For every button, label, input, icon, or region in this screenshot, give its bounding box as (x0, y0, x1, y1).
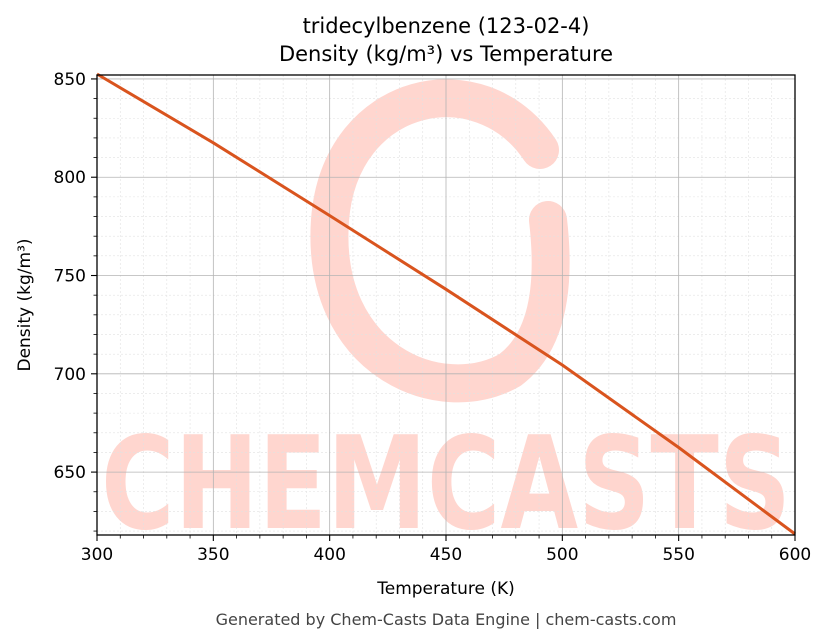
y-tick-label: 850 (54, 70, 86, 90)
y-tick-label: 750 (54, 267, 86, 287)
x-tick-label: 550 (662, 545, 694, 565)
x-tick-label: 450 (430, 545, 462, 565)
x-tick-label: 600 (779, 545, 811, 565)
x-axis-label: Temperature (K) (376, 579, 515, 599)
y-axis-label: Density (kg/m³) (15, 238, 35, 371)
x-tick-label: 500 (546, 545, 578, 565)
x-tick-label: 300 (81, 545, 113, 565)
x-tick-labels: 300 350 400 450 500 550 600 (81, 545, 811, 565)
chart-subtitle: Density (kg/m³) vs Temperature (279, 42, 613, 66)
y-tick-label: 800 (54, 168, 86, 188)
watermark-swirl (310, 79, 570, 403)
footer-credit: Generated by Chem-Casts Data Engine | ch… (216, 610, 677, 629)
density-series-line (96, 72, 796, 536)
x-tick-label: 350 (197, 545, 229, 565)
y-tick-label: 650 (54, 463, 86, 483)
chart-title: tridecylbenzene (123-02-4) (303, 14, 590, 38)
axis-ticks (91, 78, 796, 541)
y-tick-labels: 650 700 750 800 850 (54, 70, 86, 483)
series-layer (96, 72, 796, 536)
x-tick-label: 400 (313, 545, 345, 565)
y-tick-label: 700 (54, 365, 86, 385)
